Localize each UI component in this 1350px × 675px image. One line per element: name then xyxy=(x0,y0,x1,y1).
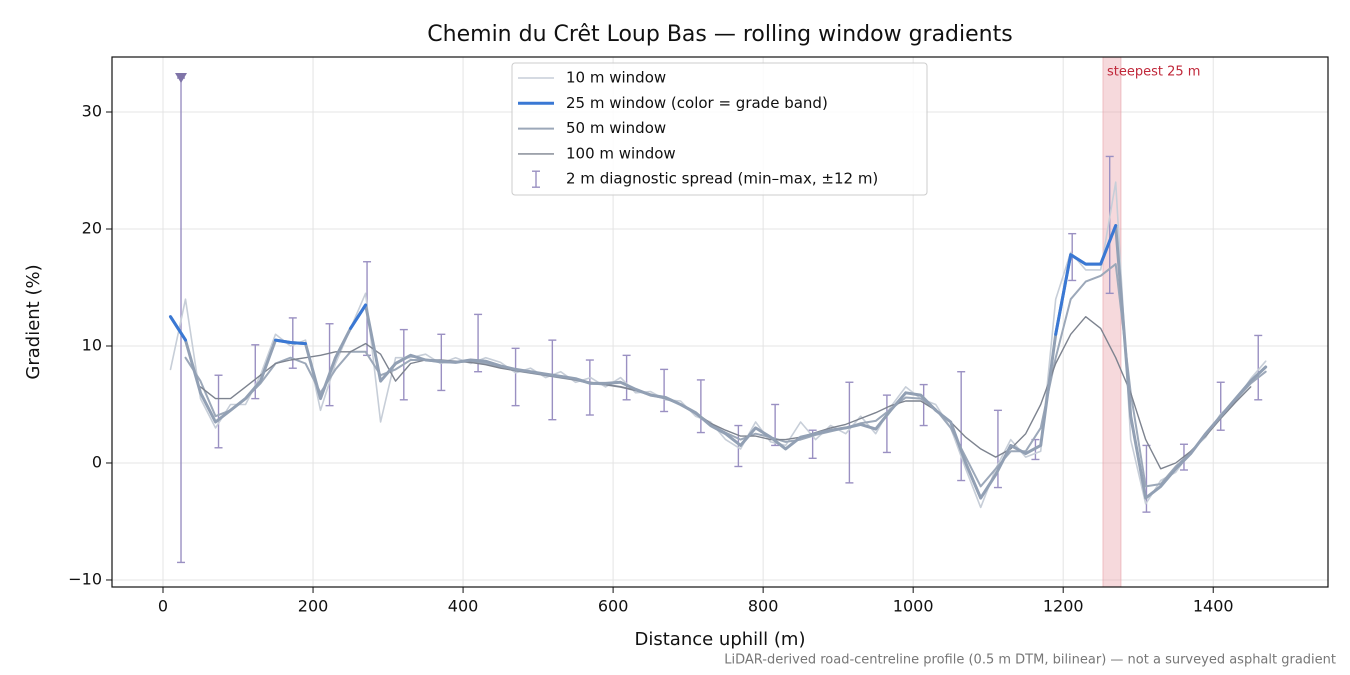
highlight-band xyxy=(1102,56,1122,588)
y-tick-label: −10 xyxy=(68,569,102,588)
x-tick-label: 200 xyxy=(298,597,329,616)
x-tick-label: 1000 xyxy=(893,597,934,616)
y-tick-label: 20 xyxy=(82,218,102,237)
x-tick-label: 400 xyxy=(448,597,479,616)
x-tick-label: 600 xyxy=(598,597,629,616)
spread-max-marker xyxy=(175,73,188,84)
legend-label: 10 m window xyxy=(566,69,666,87)
highlight-label: steepest 25 m xyxy=(1107,65,1200,80)
plot xyxy=(169,73,1268,564)
line-band xyxy=(169,224,1118,346)
legend-box xyxy=(511,62,928,196)
x-tick-label: 800 xyxy=(748,597,779,616)
y-tick-label: 0 xyxy=(92,452,102,471)
x-tick-label: 1400 xyxy=(1193,597,1234,616)
y-axis-label: Gradient (%) xyxy=(23,264,44,379)
chart-title: Chemin du Crêt Loup Bas — rolling window… xyxy=(427,22,1012,47)
line xyxy=(199,316,1252,470)
y-tick-label: 10 xyxy=(82,335,102,354)
y-tick-label: 30 xyxy=(82,101,102,120)
footnote: LiDAR-derived road-centreline profile (0… xyxy=(724,653,1336,668)
x-tick-label: 0 xyxy=(158,597,168,616)
x-axis-label: Distance uphill (m) xyxy=(635,629,806,650)
legend-label: 100 m window xyxy=(566,144,676,162)
legend-label: 2 m diagnostic spread (min–max, ±12 m) xyxy=(566,170,878,188)
x-tick-label: 1200 xyxy=(1043,597,1084,616)
legend-label: 50 m window xyxy=(566,119,666,137)
legend-label: 25 m window (color = grade band) xyxy=(566,94,828,112)
plot-frame xyxy=(111,56,1329,588)
line xyxy=(169,181,1267,509)
